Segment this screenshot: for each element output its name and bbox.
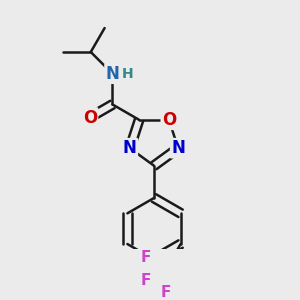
Text: N: N (123, 139, 137, 157)
Text: N: N (171, 139, 185, 157)
Text: F: F (161, 285, 171, 300)
Text: F: F (141, 250, 151, 265)
Text: O: O (162, 111, 176, 129)
Text: H: H (122, 67, 133, 81)
Text: N: N (106, 65, 119, 83)
Text: F: F (141, 273, 151, 288)
Text: O: O (83, 109, 97, 127)
